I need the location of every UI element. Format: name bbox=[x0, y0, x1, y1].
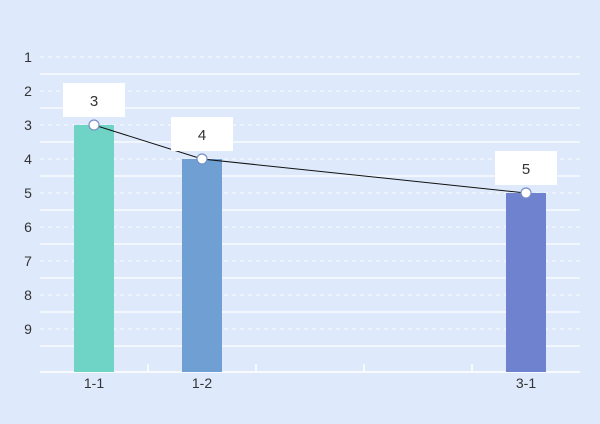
bar bbox=[74, 125, 114, 372]
x-tick-label: 1-2 bbox=[192, 375, 212, 391]
data-label: 3 bbox=[90, 93, 98, 110]
data-label: 4 bbox=[198, 127, 206, 144]
y-tick-label: 5 bbox=[24, 185, 32, 201]
point-marker bbox=[88, 119, 100, 131]
data-label-box bbox=[63, 83, 125, 117]
y-tick-label: 2 bbox=[24, 83, 32, 99]
y-tick-label: 4 bbox=[24, 151, 32, 167]
y-tick-label: 8 bbox=[24, 287, 32, 303]
y-tick-label: 3 bbox=[24, 117, 32, 133]
y-tick-label: 9 bbox=[24, 321, 32, 337]
point-marker bbox=[520, 187, 532, 199]
y-tick-label: 7 bbox=[24, 253, 32, 269]
point-marker bbox=[196, 153, 208, 165]
bar bbox=[506, 193, 546, 372]
bar bbox=[182, 159, 222, 372]
y-tick-label: 6 bbox=[24, 219, 32, 235]
x-tick-label: 3-1 bbox=[516, 375, 536, 391]
x-tick-label: 1-1 bbox=[84, 375, 104, 391]
series-line bbox=[93, 124, 527, 194]
data-label: 5 bbox=[522, 161, 530, 178]
data-label-box bbox=[495, 151, 557, 185]
y-tick-label: 1 bbox=[24, 49, 32, 65]
data-label-box bbox=[171, 117, 233, 151]
